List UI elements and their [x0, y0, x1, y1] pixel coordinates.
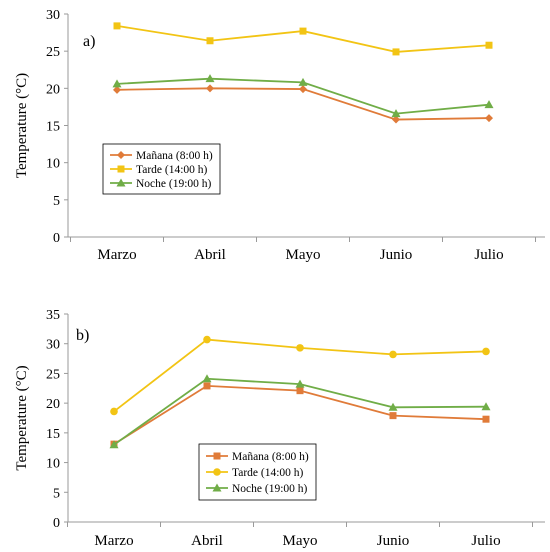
data-point	[203, 335, 211, 344]
chart-panel-2: 0 5 10 15 20 25 30 35 Marzo Abril Mayo Junio Julio Te…	[14, 308, 545, 549]
data-point	[484, 100, 494, 109]
y-tick-label: 30	[46, 338, 60, 353]
legend-marker	[213, 452, 221, 460]
y-tick-label: 35	[46, 308, 60, 323]
data-point	[113, 22, 121, 30]
data-point	[389, 350, 397, 359]
chart-panel-1: 0 5 10 15 20 25 30 Marzo Abril Mayo Junio Julio Temp…	[14, 8, 545, 263]
legend: Mañana (8:00 h) Tarde (14:00 h) Noche (19:…	[102, 143, 221, 195]
x-category-label: Mayo	[283, 533, 318, 549]
y-tick-label: 25	[46, 45, 60, 60]
data-point	[205, 74, 215, 83]
data-point	[299, 85, 307, 94]
x-category-label: Abril	[191, 533, 223, 549]
data-point	[110, 407, 118, 416]
y-tick-label: 10	[46, 457, 60, 472]
x-category-label: Julio	[474, 247, 503, 263]
data-point	[109, 440, 119, 449]
y-tick-label: 20	[46, 82, 60, 97]
data-point	[389, 412, 397, 420]
y-tick-label: 20	[46, 397, 60, 412]
panel-label: a)	[83, 33, 95, 50]
legend-label: Tarde (14:00 h)	[232, 467, 304, 479]
series-line	[113, 384, 487, 445]
y-axis-label: Temperature (°C)	[14, 73, 30, 178]
y-tick-label: 0	[53, 231, 60, 246]
legend-label: Noche (19:00 h)	[232, 483, 308, 495]
x-category-label: Abril	[194, 247, 226, 263]
series-3	[112, 74, 494, 118]
legend-marker	[117, 151, 125, 159]
data-point	[296, 387, 304, 395]
data-point	[482, 347, 490, 356]
series-1	[113, 84, 493, 124]
y-tick-label: 10	[46, 157, 60, 172]
y-tick-label: 5	[53, 194, 60, 209]
y-tick-label: 15	[46, 427, 60, 442]
x-category-label: Mayo	[286, 247, 321, 263]
series-3	[109, 374, 491, 449]
data-point	[296, 344, 304, 352]
data-point	[392, 115, 400, 124]
y-axis-label: Temperature (°C)	[14, 365, 30, 470]
data-point	[206, 37, 214, 45]
y-tick-label: 30	[46, 8, 60, 23]
panel-label: b)	[76, 327, 89, 344]
y-tick-label: 5	[53, 486, 60, 501]
legend-label: Noche (19:00 h)	[136, 178, 212, 190]
data-point	[203, 382, 211, 390]
data-point	[206, 84, 214, 93]
legend-label: Mañana (8:00 h)	[136, 150, 213, 162]
data-point	[481, 402, 491, 411]
data-point	[482, 415, 490, 423]
y-tick-label: 0	[53, 516, 60, 531]
x-category-label: Junio	[377, 533, 410, 549]
data-point	[112, 79, 122, 88]
legend-label: Tarde (14:00 h)	[136, 164, 208, 176]
legend-marker	[116, 178, 126, 187]
series-2	[113, 22, 493, 56]
x-category-label: Marzo	[97, 247, 136, 263]
x-category-label: Junio	[380, 247, 413, 263]
series-2	[110, 335, 490, 416]
data-point	[295, 379, 305, 388]
data-point	[391, 109, 401, 118]
data-point	[113, 85, 121, 94]
data-point	[202, 374, 212, 383]
x-category-label: Marzo	[94, 533, 133, 549]
data-point	[485, 114, 493, 123]
legend-marker	[212, 483, 222, 492]
data-point	[299, 27, 307, 35]
legend-marker	[117, 165, 125, 173]
data-point	[485, 41, 493, 49]
series-1	[110, 382, 490, 448]
y-tick-label: 15	[46, 120, 60, 135]
data-point	[388, 402, 398, 411]
legend-marker	[213, 468, 221, 476]
legend-label: Mañana (8:00 h)	[232, 451, 309, 463]
x-category-label: Julio	[471, 533, 500, 549]
y-tick-label: 25	[46, 367, 60, 382]
data-point	[392, 48, 400, 56]
legend: Mañana (8:00 h) Tarde (14:00 h) Noche (19:…	[198, 443, 317, 501]
data-point	[298, 77, 308, 86]
